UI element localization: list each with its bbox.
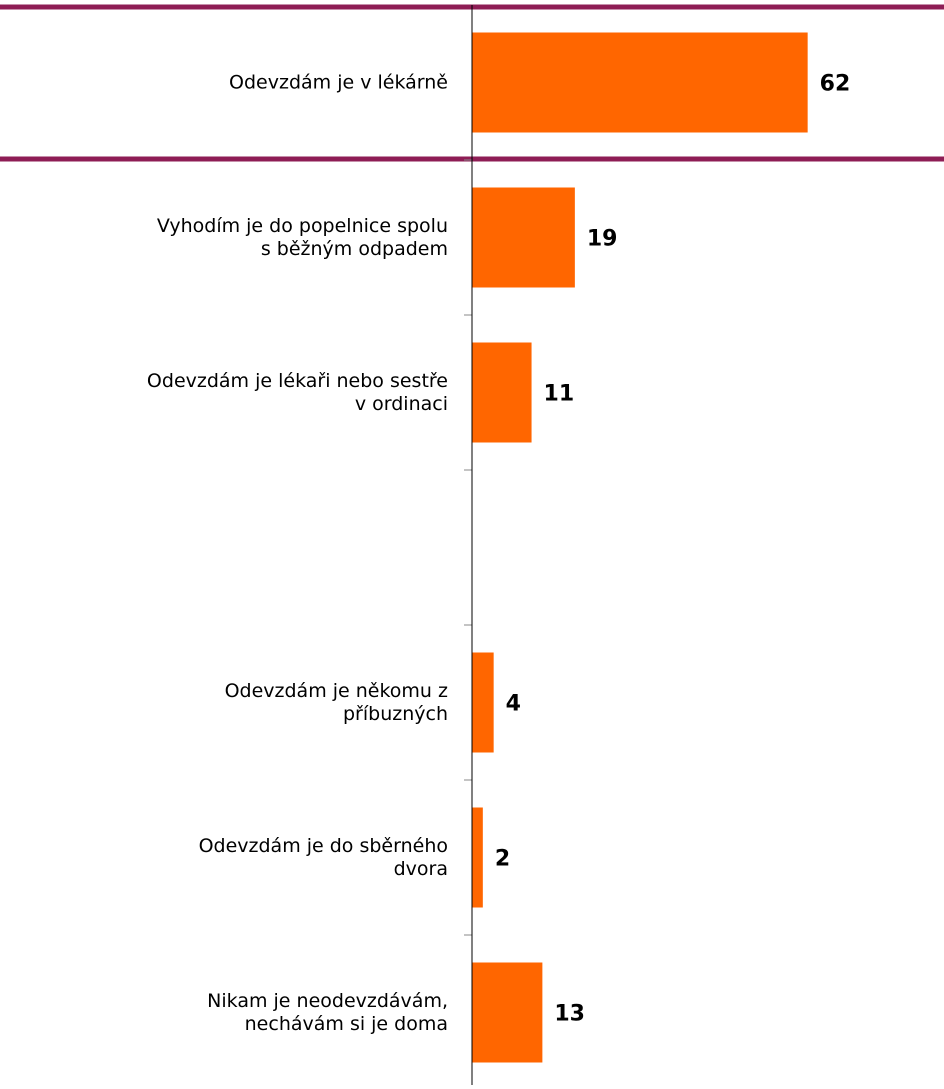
bar [472, 807, 483, 908]
bar [472, 32, 808, 133]
bar [472, 187, 575, 288]
category-label: Odevzdám je v lékárně [229, 71, 448, 93]
category-label: Odevzdám je někomu z příbuzných [224, 679, 448, 725]
category-label: Vyhodím je do popelnice spolu s běžným o… [156, 214, 448, 260]
value-label: 11 [544, 382, 575, 407]
bar [472, 342, 532, 443]
bar [472, 652, 494, 753]
category-label: Nikam je neodevzdávám, nechávám si je do… [207, 989, 448, 1035]
category-label: Odevzdám je do sběrného dvora [198, 834, 448, 880]
bar [472, 962, 543, 1063]
value-label: 19 [587, 227, 618, 252]
value-label: 2 [495, 847, 510, 872]
value-label: 62 [820, 72, 851, 97]
value-label: 4 [506, 692, 521, 717]
value-label: 13 [554, 1002, 585, 1027]
category-label: Odevzdám je lékaři nebo sestře v ordinac… [146, 369, 448, 415]
